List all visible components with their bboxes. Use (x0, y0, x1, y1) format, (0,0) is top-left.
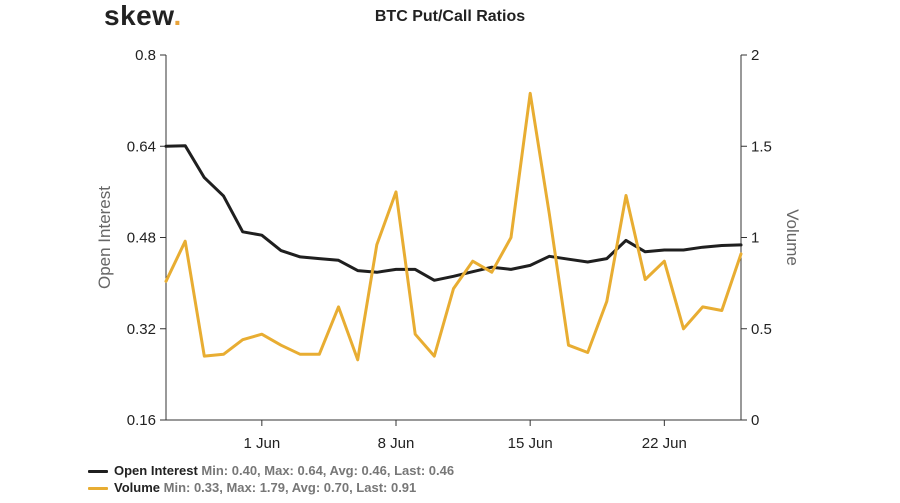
y-left-tick-label: 0.48 (127, 230, 156, 247)
x-tick-label: 22 Jun (642, 435, 687, 452)
x-tick-label: 1 Jun (243, 435, 280, 452)
y-left-tick-label: 0.64 (127, 138, 156, 155)
x-tick-label: 8 Jun (378, 435, 415, 452)
skew-logo: skew. (104, 0, 182, 32)
legend-name-open-interest: Open Interest (114, 463, 198, 478)
y-right-tick-label: 0 (751, 412, 759, 429)
legend-stats-volume: Min: 0.33, Max: 1.79, Avg: 0.70, Last: 0… (163, 480, 417, 495)
legend-stats-open-interest: Min: 0.40, Max: 0.64, Avg: 0.46, Last: 0… (201, 463, 455, 478)
series-line-volume (164, 91, 743, 362)
y-left-axis-title: Open Interest (95, 186, 114, 289)
y-right-axis-title: Volume (783, 209, 802, 266)
y-right-tick-label: 1 (751, 230, 759, 247)
y-left-tick-label: 0.8 (135, 47, 156, 64)
y-right-tick-label: 0.5 (751, 321, 772, 338)
logo-text: skew (104, 0, 174, 31)
y-right-tick-label: 2 (751, 47, 759, 64)
legend-item-open-interest[interactable]: Open Interest Min: 0.40, Max: 0.64, Avg:… (88, 462, 454, 479)
x-tick-label: 15 Jun (508, 435, 553, 452)
legend: Open Interest Min: 0.40, Max: 0.64, Avg:… (88, 462, 454, 496)
logo-dot: . (173, 0, 182, 31)
y-left-tick-label: 0.32 (127, 321, 156, 338)
legend-swatch-open-interest (88, 470, 108, 474)
legend-swatch-volume (88, 487, 108, 491)
y-right-tick-label: 1.5 (751, 138, 772, 155)
chart-title: BTC Put/Call Ratios (374, 8, 526, 25)
legend-name-volume: Volume (114, 480, 160, 495)
series-line-open-interest (164, 144, 743, 282)
y-left-tick-label: 0.16 (127, 412, 156, 429)
legend-item-volume[interactable]: Volume Min: 0.33, Max: 1.79, Avg: 0.70, … (88, 479, 454, 496)
